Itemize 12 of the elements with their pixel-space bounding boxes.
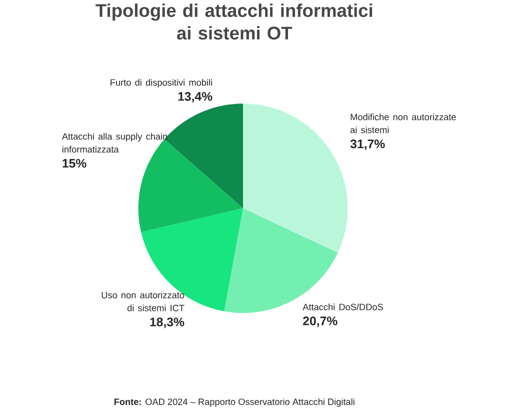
text: Fonte: OAD 2024 – Rapporto Osservatorio Attacchi Digitali: [114, 398, 354, 407]
data-label: 18,3%: [150, 317, 184, 328]
slice-label: Uso non autorizzato di sistemi ICT: [102, 291, 184, 312]
slice-label: Attacchi alla supply chain informatizzata: [62, 132, 168, 152]
data-label: 31,7%: [350, 139, 385, 150]
chart-title: Tipologie di attacchi informatici ai sistemi OT: [96, 3, 372, 40]
data-label: 20,7%: [303, 316, 338, 327]
slice-label: Attacchi DoS/DDoS: [302, 303, 383, 310]
data-label: 15%: [62, 158, 86, 168]
slice-label: Modifiche non autorizzate ai sistemi: [350, 113, 456, 133]
slice-label: Furto di dispositivi mobili: [110, 78, 212, 88]
data-label: 13,4%: [178, 92, 212, 102]
